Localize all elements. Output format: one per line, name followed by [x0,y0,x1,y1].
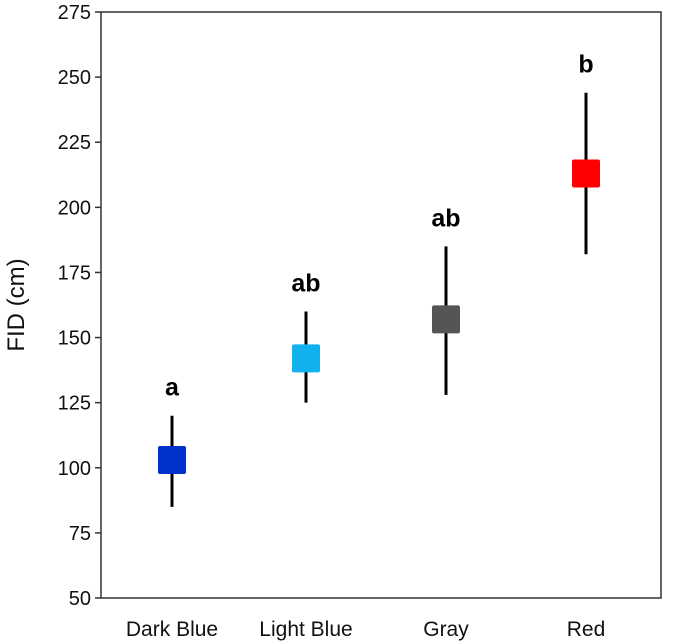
y-tick-label: 100 [58,458,91,480]
y-tick-label: 225 [58,132,91,154]
y-tick-label: 200 [58,197,91,219]
y-axis: 50 75 100 125 150 175 200 225 250 275 [58,2,101,610]
x-category-label: Light Blue [259,618,352,641]
y-axis-title: FID (cm) [3,258,30,351]
data-point [432,305,460,334]
x-category-label: Red [567,618,606,641]
data-marks: a ab ab b [158,51,600,507]
y-tick-label: 50 [69,588,91,610]
significance-label: b [578,51,593,79]
x-category-label: Dark Blue [126,618,218,641]
y-tick-label: 275 [58,2,91,24]
data-point [572,159,600,188]
y-tick-label: 150 [58,328,91,350]
plot-frame [100,11,662,599]
y-tick-label: 175 [58,262,91,284]
y-tick-label: 75 [69,523,91,545]
significance-label: a [165,374,180,402]
significance-label: ab [291,270,320,298]
data-point [292,344,320,373]
x-axis: Dark Blue Light Blue Gray Red [126,618,605,641]
significance-label: ab [431,204,460,232]
x-category-label: Gray [423,618,469,641]
y-tick-label: 250 [58,67,91,89]
data-point [158,445,186,474]
y-tick-label: 125 [58,393,91,415]
